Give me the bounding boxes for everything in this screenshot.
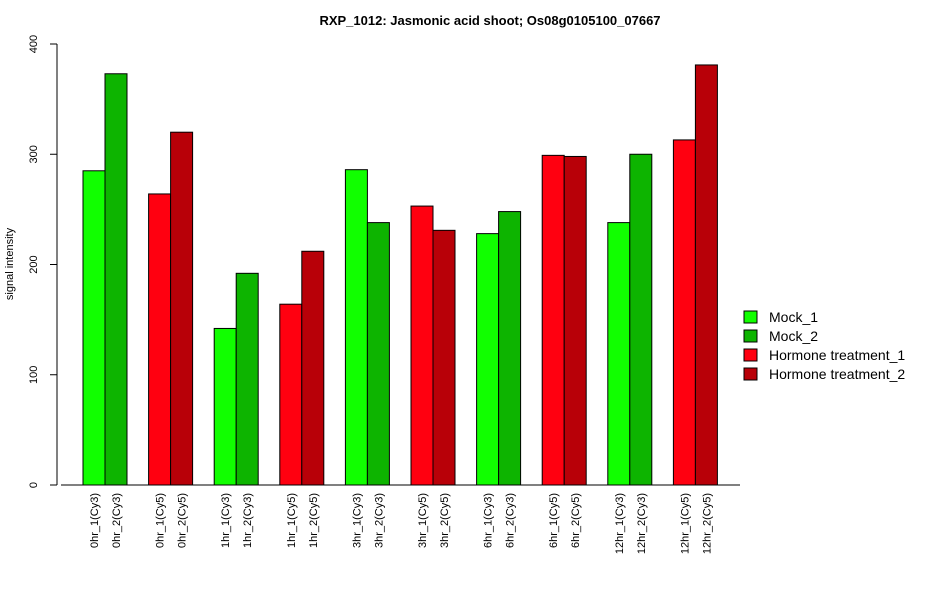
bar <box>672 139 696 486</box>
x-tick-label: 12hr_2(Cy3) <box>636 493 648 554</box>
x-tick-label: 0hr_1(Cy3) <box>89 493 101 548</box>
x-tick-label: 1hr_1(Cy5) <box>286 493 298 548</box>
x-tick-label: 0hr_2(Cy5) <box>177 493 189 548</box>
bar <box>432 229 456 486</box>
bar <box>235 272 259 486</box>
x-tick-label: 6hr_1(Cy5) <box>548 493 560 548</box>
x-tick-label: 3hr_1(Cy3) <box>351 493 363 548</box>
bar <box>279 303 303 486</box>
bar <box>629 153 653 486</box>
x-tick-label: 3hr_1(Cy5) <box>417 493 429 548</box>
x-tick-label: 3hr_2(Cy5) <box>439 493 451 548</box>
y-axis-label: signal intensity <box>4 227 16 300</box>
legend-swatch <box>743 329 758 343</box>
x-tick-label: 1hr_1(Cy3) <box>220 493 232 548</box>
x-tick-label: 6hr_2(Cy5) <box>570 493 582 548</box>
y-tick-label: 100 <box>28 366 40 384</box>
bar <box>366 222 390 486</box>
legend-label: Hormone treatment_2 <box>769 366 905 382</box>
y-axis: 0 100 200 300 400 <box>28 35 58 488</box>
bar <box>301 250 325 486</box>
y-tick-label: 400 <box>28 35 40 53</box>
x-tick-label: 1hr_2(Cy3) <box>242 493 254 548</box>
legend-swatch <box>743 348 758 362</box>
legend-label: Mock_2 <box>769 328 818 344</box>
y-tick-label: 200 <box>28 255 40 273</box>
bar <box>541 154 565 486</box>
y-tick-label: 300 <box>28 145 40 163</box>
y-tick-label: 0 <box>28 482 40 488</box>
bar <box>410 205 434 486</box>
x-tick-label: 1hr_2(Cy5) <box>308 493 320 548</box>
bars-group <box>82 64 718 486</box>
x-tick-label: 0hr_1(Cy5) <box>155 493 167 548</box>
x-tick-label: 12hr_2(Cy5) <box>701 493 713 554</box>
legend-swatch <box>743 310 758 324</box>
chart-title: RXP_1012: Jasmonic acid shoot; Os08g0105… <box>319 13 660 28</box>
bar <box>694 64 718 486</box>
x-tick-label: 3hr_2(Cy3) <box>373 493 385 548</box>
legend-label: Hormone treatment_1 <box>769 347 905 363</box>
legend-swatch <box>743 367 758 381</box>
bar <box>476 233 500 486</box>
x-tick-labels: 0hr_1(Cy3) 0hr_2(Cy3) 0hr_1(Cy5) 0hr_2(Cy5)… <box>89 493 713 554</box>
bar <box>607 222 631 486</box>
bar <box>563 155 587 486</box>
bar <box>148 193 172 486</box>
x-tick-label: 12hr_1(Cy3) <box>614 493 626 554</box>
bar <box>104 73 128 486</box>
x-tick-label: 12hr_1(Cy5) <box>679 493 691 554</box>
bar <box>170 131 194 486</box>
bar <box>82 170 106 486</box>
bar <box>344 169 368 486</box>
legend-label: Mock_1 <box>769 309 818 325</box>
x-tick-label: 6hr_2(Cy3) <box>505 493 517 548</box>
legend: Mock_1 Mock_2 Hormone treatment_1 Hormone t… <box>743 309 905 382</box>
bar <box>213 327 237 486</box>
bar <box>498 211 522 486</box>
x-tick-label: 6hr_1(Cy3) <box>483 493 495 548</box>
x-tick-label: 0hr_2(Cy3) <box>111 493 123 548</box>
